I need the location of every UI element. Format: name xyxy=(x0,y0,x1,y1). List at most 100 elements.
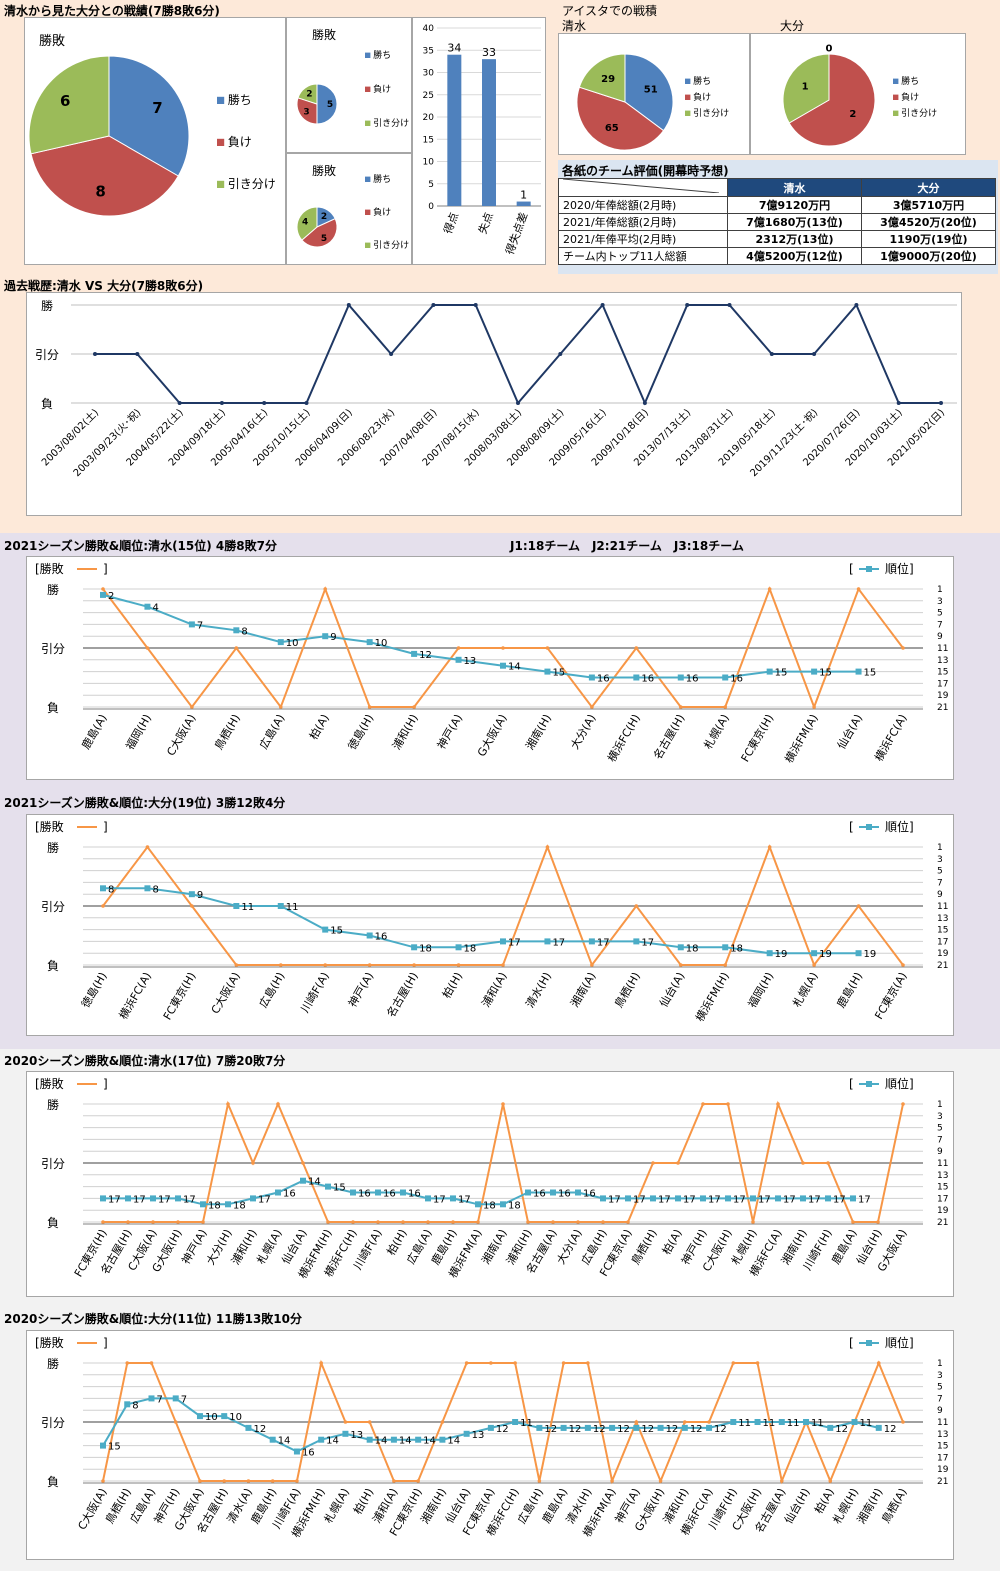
chart2-rank-label-10: 16 xyxy=(358,1189,371,1200)
chart3-ytick-6: 13 xyxy=(937,1430,948,1440)
chart1-result-point-1 xyxy=(145,845,150,849)
chart1-rank-point-8 xyxy=(455,944,462,951)
small-pie1-legend-swatch-0 xyxy=(365,52,371,58)
chart1-result-point-18 xyxy=(901,963,905,967)
chart2-ytick-4: 9 xyxy=(937,1147,943,1157)
chart3-cat-0: C大阪(A) xyxy=(75,1486,110,1533)
chart2-ylabel-0: 勝 xyxy=(47,1097,59,1112)
chart2-rank-label-3: 17 xyxy=(183,1194,196,1205)
chart3-rank-point-19 xyxy=(560,1424,567,1431)
bar-ytick-7: 35 xyxy=(423,46,434,56)
chart1-ylabel-1: 引分 xyxy=(41,900,65,914)
chart3-rank-label-4: 10 xyxy=(205,1412,218,1423)
chart1-cat-1: 横浜FC(A) xyxy=(116,970,154,1022)
chart3-rank-point-7 xyxy=(269,1436,276,1443)
chart1-rank-point-1 xyxy=(144,885,151,892)
chart2-result-point-1 xyxy=(126,1220,130,1224)
small-pie2-slice-1 xyxy=(301,218,338,248)
chart2-rank-point-10 xyxy=(350,1189,356,1196)
chart0-ytick-4: 9 xyxy=(937,632,943,642)
chart3-box: 1 3 5 7 9 11 13 15 17 19 21 勝引分負 [勝敗][順位] 15 8 7 7 10 10 12… xyxy=(26,1330,954,1560)
chart1-result-point-15 xyxy=(767,845,772,849)
chart2-result-point-21 xyxy=(626,1220,630,1224)
chart0-ytick-6: 13 xyxy=(937,656,948,666)
chart3-result-point-9 xyxy=(319,1361,323,1365)
small-pie1-slice-2 xyxy=(297,83,318,105)
chart2-rank-point-20 xyxy=(600,1195,606,1202)
chart0-result-point-5 xyxy=(323,587,328,591)
aista-oita-label-2: 1 xyxy=(802,82,809,93)
chart0-cat-10: 湘南(H) xyxy=(522,712,554,753)
chart1-rank-label-4: 11 xyxy=(286,902,299,913)
chart0-cat-13: 名古屋(H) xyxy=(650,712,687,762)
chart1-rank-point-10 xyxy=(544,938,551,945)
chart2-result-point-4 xyxy=(201,1220,205,1224)
chart2-legend-right-marker xyxy=(866,1081,872,1087)
chart2-legend-left: [勝敗 xyxy=(35,1076,64,1091)
eval-panel: 各紙のチーム評価(開幕時予想) 清水 大分 2020/年俸総額(2月時) 7億9… xyxy=(558,160,998,274)
chart3-rank-point-6 xyxy=(245,1424,252,1431)
chart2-rank-point-27 xyxy=(775,1195,781,1202)
chart3-rank-point-14 xyxy=(439,1436,446,1443)
chart0-rank-label-2: 7 xyxy=(197,620,203,631)
chart1-rank-label-17: 19 xyxy=(864,949,877,960)
chart3-ytick-1: 3 xyxy=(937,1371,943,1381)
aista-oita-slice-2 xyxy=(782,53,830,124)
chart0-cat-2: C大阪(A) xyxy=(163,712,198,759)
chart3-rank-point-5 xyxy=(221,1413,228,1420)
chart0-result-point-1 xyxy=(145,646,150,650)
chart3-result-point-12 xyxy=(392,1479,396,1483)
chart3-rank-label-21: 12 xyxy=(617,1424,630,1435)
chart2-ytick-1: 3 xyxy=(937,1112,943,1122)
chart2-rank-point-7 xyxy=(275,1189,281,1196)
chart2-rank-label-27: 17 xyxy=(783,1194,796,1205)
chart1-rank-point-5 xyxy=(322,926,329,933)
aista-oita-legend-1: 負け xyxy=(901,91,919,103)
eval-corner xyxy=(558,178,728,197)
chart1-ytick-5: 11 xyxy=(937,902,948,912)
chart3-rank-point-11 xyxy=(366,1436,373,1443)
chart3-rank-label-20: 12 xyxy=(593,1424,606,1435)
chart3-result-point-15 xyxy=(464,1361,469,1365)
chart3-result-point-7 xyxy=(270,1479,275,1483)
bar-value-0: 34 xyxy=(447,42,461,55)
chart1-rank-line xyxy=(103,887,859,955)
chart3-rank-label-2: 7 xyxy=(156,1394,162,1405)
history-chart: 勝引分負2003/08/02(土)2003/09/23(火･祝)2004/05/… xyxy=(35,298,957,479)
chart3-rank-label-23: 12 xyxy=(666,1424,679,1435)
chart1-rank-label-13: 18 xyxy=(686,943,699,954)
aista-oita-legend-2: 引き分け xyxy=(901,108,937,119)
chart2-result-point-27 xyxy=(776,1102,780,1106)
eval-row3-oita: 1億9000万(20位) xyxy=(861,247,996,265)
chart1-cat-17: 鹿島(H) xyxy=(834,970,866,1011)
chart2-result-point-5 xyxy=(226,1102,230,1106)
small-pie2-label-2: 4 xyxy=(302,218,308,228)
chart2-result-point-11 xyxy=(376,1220,380,1224)
chart2-rank-point-25 xyxy=(725,1195,731,1202)
chart0-ytick-9: 19 xyxy=(937,691,949,701)
history-title: 過去戦歴:清水 VS 大分(7勝8敗6分) xyxy=(4,279,204,293)
chart3-rank-label-5: 10 xyxy=(229,1412,242,1423)
chart3-rank-label-18: 12 xyxy=(544,1424,557,1435)
chart1-ylabel-0: 勝 xyxy=(47,840,59,855)
chart2-rank-label-15: 18 xyxy=(483,1200,496,1211)
chart0-result-point-2 xyxy=(190,705,194,709)
aista-shimizu-legend-0: 勝ち xyxy=(693,75,711,87)
chart0-rank-label-6: 10 xyxy=(375,638,388,649)
chart2-rank-label-7: 16 xyxy=(283,1189,296,1200)
history-ylabel-1: 引分 xyxy=(35,348,59,362)
chart1-rank-point-13 xyxy=(677,944,684,951)
chart0-result-point-13 xyxy=(678,705,683,709)
aista-title: アイスタでの戦積 xyxy=(562,4,658,18)
chart1-cat-16: 札幌(A) xyxy=(790,970,821,1010)
chart1-result-point-14 xyxy=(723,963,728,967)
chart3-result-point-30 xyxy=(828,1479,833,1483)
aista-oita-legend-swatch-2 xyxy=(893,110,899,116)
history-point-18 xyxy=(854,303,859,307)
small-pie2-legend-2: 引き分け xyxy=(373,240,409,251)
chart1-result-point-2 xyxy=(190,904,194,908)
chart0-result-point-8 xyxy=(456,646,461,650)
chart3-rank-label-28: 11 xyxy=(787,1418,800,1429)
